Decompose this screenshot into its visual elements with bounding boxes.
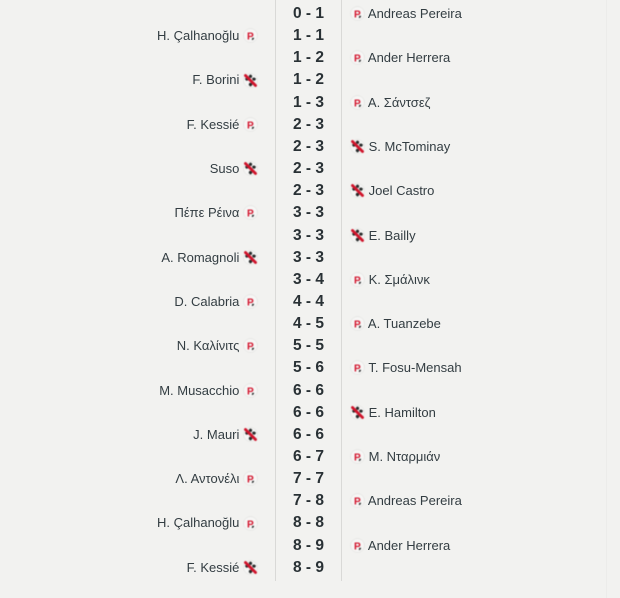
svg-text:P: P (354, 541, 361, 552)
svg-text:P: P (354, 275, 361, 286)
svg-text:P: P (247, 519, 254, 530)
svg-text:P: P (354, 54, 361, 65)
svg-text:P: P (247, 297, 254, 308)
svg-text:P: P (354, 497, 361, 508)
svg-text:P: P (354, 452, 361, 463)
svg-text:P: P (247, 474, 254, 485)
svg-text:P: P (247, 342, 254, 353)
svg-text:P: P (354, 364, 361, 375)
svg-text:P: P (247, 120, 254, 131)
svg-text:P: P (247, 31, 254, 42)
svg-text:P: P (247, 386, 254, 397)
svg-text:P: P (354, 98, 361, 109)
svg-text:P: P (247, 209, 254, 220)
svg-text:P: P (354, 319, 361, 330)
svg-text:P: P (354, 9, 361, 20)
